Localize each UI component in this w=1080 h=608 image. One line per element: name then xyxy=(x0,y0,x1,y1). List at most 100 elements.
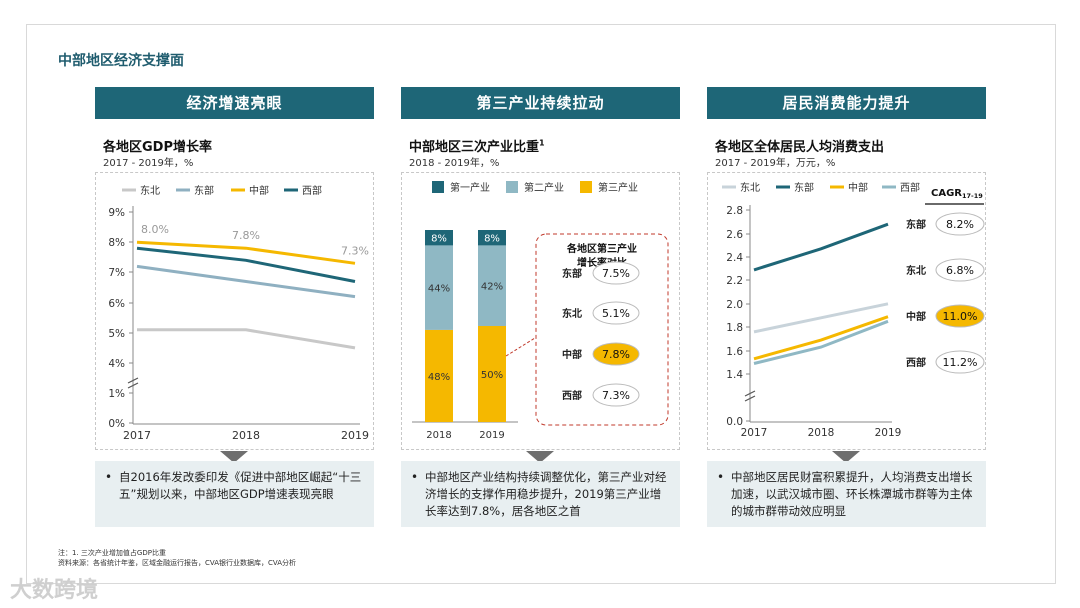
legend-label: 中部 xyxy=(848,181,868,194)
bar-segment-第一产业 xyxy=(478,230,506,246)
series-line-西部 xyxy=(136,246,356,283)
callout-title: 各地区第三产业 xyxy=(566,242,637,255)
chart-subtitle-consumption: 2017 - 2019年，万元，% xyxy=(715,158,836,169)
y-tick-label: 4% xyxy=(108,358,125,370)
page-title: 中部地区经济支撑面 xyxy=(58,53,184,69)
cagr-region: 东北 xyxy=(906,264,926,277)
y-tick-label: 7% xyxy=(108,267,125,279)
legend-label: 东部 xyxy=(194,184,214,197)
series-line-东北 xyxy=(753,302,889,334)
bar-label: 44% xyxy=(428,284,450,295)
y-tick-label: 1% xyxy=(108,388,125,400)
axis-break-mark xyxy=(744,395,756,402)
legend-label: 第二产业 xyxy=(524,181,564,194)
cagr-pill xyxy=(935,258,985,282)
x-tick-label: 2018 xyxy=(232,429,260,442)
callout-pill xyxy=(592,383,640,407)
cagr-pill xyxy=(935,350,985,374)
data-label: 8.0% xyxy=(141,223,169,236)
bullet-icon: • xyxy=(411,470,419,484)
panel-header-growth: 经济增速亮眼 xyxy=(95,87,374,119)
legend-swatch xyxy=(580,181,592,193)
series-line-中部 xyxy=(753,315,889,361)
cagr-title-main: CAGR xyxy=(931,188,962,199)
series-line-中部 xyxy=(136,240,356,265)
y-tick-label: 5% xyxy=(108,328,125,340)
bar-label: 42% xyxy=(481,282,503,293)
series-line-东部 xyxy=(753,222,889,272)
summary-tertiary-text: 中部地区产业结构持续调整优化，第三产业对经济增长的支撑作用稳步提升，2019第三… xyxy=(425,470,667,518)
x-tick-label: 2019 xyxy=(875,427,902,439)
summary-growth: • 自2016年发改委印发《促进中部地区崛起“十三五”规划以来，中部地区GDP增… xyxy=(95,461,374,527)
legend-label: 东北 xyxy=(140,184,160,197)
callout-connector xyxy=(505,337,536,357)
axis-break-mark xyxy=(127,382,139,389)
callout-region: 中部 xyxy=(562,348,582,361)
chart-title-industry-text: 中部地区三次产业比重 xyxy=(409,140,540,155)
summary-consumption-text: 中部地区居民财富积累提升，人均消费支出增长加速，以武汉城市圈、环长株潭城市群等为… xyxy=(731,470,973,518)
y-tick-label: 1.4 xyxy=(726,369,743,381)
cagr-title: CAGR17-19 xyxy=(931,188,983,200)
legend-label: 东部 xyxy=(794,181,814,194)
y-tick-label: 2.6 xyxy=(726,229,743,241)
y-tick-label: 2.0 xyxy=(726,299,743,311)
legend-label: 第一产业 xyxy=(450,181,490,194)
cagr-region: 中部 xyxy=(906,310,926,323)
callout-box xyxy=(535,233,669,426)
chart-title-gdp: 各地区GDP增长率 xyxy=(103,140,212,155)
legend-swatch xyxy=(432,181,444,193)
bullet-icon: • xyxy=(717,470,725,484)
footnote-note: 注：1. 三次产业增加值占GDP比重 xyxy=(58,549,166,557)
slide-frame xyxy=(26,24,1056,584)
data-label: 7.8% xyxy=(232,229,260,242)
x-tick-label: 2017 xyxy=(123,429,151,442)
bar-label: 8% xyxy=(484,234,500,245)
y-tick-label: 1.6 xyxy=(726,346,743,358)
bar-segment-第一产业 xyxy=(425,230,453,246)
callout-value: 7.3% xyxy=(602,389,630,402)
bar-segment-第二产业 xyxy=(478,245,506,326)
footnote-source: 资料来源：各省统计年鉴，区域金融运行报告，CVA银行业数据库，CVA分析 xyxy=(58,559,297,567)
callout-value: 7.8% xyxy=(602,348,630,361)
callout-region: 西部 xyxy=(562,389,582,402)
summary-consumption: • 中部地区居民财富积累提升，人均消费支出增长加速，以武汉城市圈、环长株潭城市群… xyxy=(707,461,986,527)
y-tick-label: 2.8 xyxy=(726,205,743,217)
panel-header-tertiary: 第三产业持续拉动 xyxy=(401,87,680,119)
chart-box-industry xyxy=(401,172,680,450)
legend-label: 西部 xyxy=(900,181,920,194)
x-tick-label: 2019 xyxy=(341,429,369,442)
callout-value: 7.5% xyxy=(602,267,630,280)
cagr-region: 西部 xyxy=(906,356,926,369)
cagr-value: 11.0% xyxy=(943,310,978,323)
arrow-down-icon xyxy=(832,451,860,463)
x-tick-label: 2018 xyxy=(426,430,451,441)
cagr-value: 6.8% xyxy=(946,264,974,277)
x-tick-label: 2019 xyxy=(479,430,504,441)
cagr-region: 东部 xyxy=(906,218,926,231)
x-tick-label: 2017 xyxy=(741,427,768,439)
summary-growth-text: 自2016年发改委印发《促进中部地区崛起“十三五”规划以来，中部地区GDP增速表… xyxy=(119,470,362,501)
data-label: 7.3% xyxy=(341,244,369,257)
bar-segment-第二产业 xyxy=(425,245,453,330)
callout-pill xyxy=(592,261,640,285)
series-line-东北 xyxy=(137,328,356,350)
callout-region: 东部 xyxy=(562,267,582,280)
callout-pill xyxy=(592,301,640,325)
legend-label: 中部 xyxy=(249,184,269,197)
y-tick-label: 2.4 xyxy=(726,252,743,264)
summary-tertiary: • 中部地区产业结构持续调整优化，第三产业对经济增长的支撑作用稳步提升，2019… xyxy=(401,461,680,527)
y-tick-label: 6% xyxy=(108,298,125,310)
chart-title-consumption: 各地区全体居民人均消费支出 xyxy=(715,140,885,155)
arrow-down-icon xyxy=(220,451,248,463)
callout-region: 东北 xyxy=(562,307,582,320)
chart-subtitle-industry: 2018 - 2019年，% xyxy=(409,158,500,169)
series-line-西部 xyxy=(753,319,889,365)
watermark-text: 大数跨境 xyxy=(10,578,99,603)
y-tick-label: 1.8 xyxy=(726,322,743,334)
y-tick-label: 9% xyxy=(108,207,125,219)
arrow-down-icon xyxy=(526,451,554,463)
y-tick-label: 0.0 xyxy=(726,416,743,428)
bar-label: 50% xyxy=(481,370,503,381)
y-tick-label: 8% xyxy=(108,237,125,249)
bar-segment-第三产业 xyxy=(425,329,453,422)
